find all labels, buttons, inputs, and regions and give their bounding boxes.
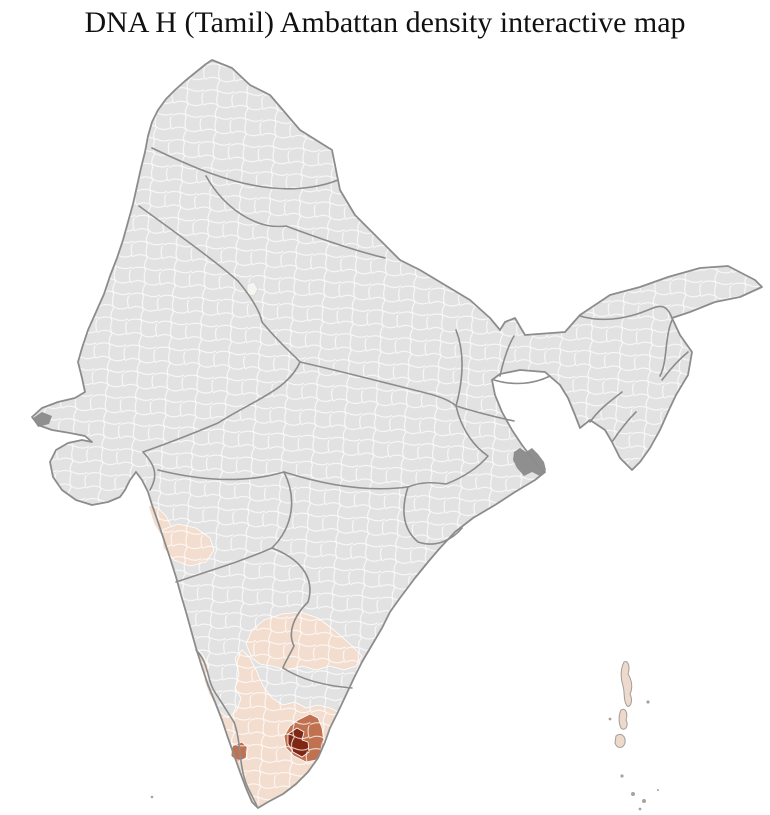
sundarbans-delta xyxy=(513,448,546,476)
andaman-islands[interactable] xyxy=(614,661,633,748)
district-texture-overlay xyxy=(32,60,762,808)
india-coastline xyxy=(31,59,763,809)
lakshadweep-island[interactable] xyxy=(150,795,154,799)
state-borders xyxy=(138,147,689,807)
page-title: DNA H (Tamil) Ambattan density interacti… xyxy=(84,6,686,39)
nicobar-islands[interactable] xyxy=(608,700,659,811)
